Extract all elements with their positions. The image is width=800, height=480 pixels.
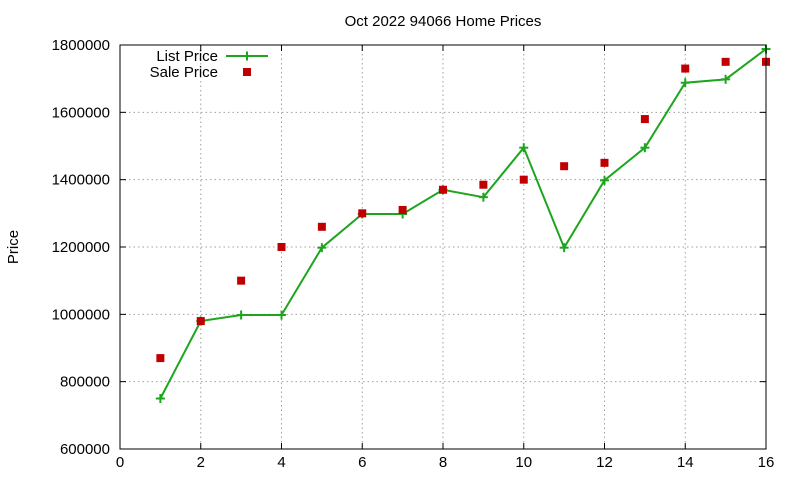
y-axis-label: Price: [5, 230, 22, 264]
axis-ticks: [119, 44, 767, 450]
series-list-price: [155, 44, 771, 403]
y-tick-label: 1200000: [52, 239, 110, 256]
series-sale-price: [156, 57, 770, 363]
grid: [120, 45, 766, 449]
sale-price-point: [560, 162, 569, 171]
legend-item-sale-price: Sale Price: [150, 64, 251, 81]
list-price-point: [277, 310, 286, 320]
y-tick-label: 1600000: [52, 104, 110, 121]
sale-price-point: [237, 276, 246, 285]
sale-price-point: [721, 57, 730, 66]
sale-price-point: [600, 158, 609, 167]
list-price-point: [640, 143, 650, 153]
sale-price-point: [479, 180, 488, 189]
sale-price-point: [317, 222, 326, 231]
x-tick-label: 16: [758, 454, 775, 471]
list-price-point: [721, 74, 731, 84]
list-price-point: [236, 310, 246, 320]
list-price-point: [155, 394, 165, 403]
list-price-point: [680, 78, 690, 88]
list-price-point: [317, 243, 327, 253]
sale-price-point: [277, 243, 286, 251]
x-tick-label: 10: [515, 454, 532, 471]
x-tick-label: 12: [596, 454, 613, 471]
x-tick-label: 0: [116, 454, 124, 471]
sale-price-point: [196, 317, 205, 326]
sale-price-point: [398, 205, 407, 214]
x-tick-label: 6: [358, 454, 366, 471]
legend-marker-swatch: [242, 51, 252, 61]
legend-item-list-price: List Price: [156, 48, 268, 65]
list-price-point: [600, 175, 609, 185]
legend-label: List Price: [156, 48, 218, 65]
x-tick-label: 8: [439, 454, 447, 471]
y-tick-label: 1800000: [52, 37, 110, 54]
sale-price-point: [439, 185, 447, 194]
series-layer: [155, 44, 771, 403]
legend-marker-swatch: [243, 68, 251, 76]
sale-price-point: [681, 64, 690, 73]
y-tick-label: 800000: [60, 374, 110, 391]
sale-price-point: [358, 209, 367, 218]
x-tick-label: 14: [677, 454, 694, 471]
legend-label: Sale Price: [150, 64, 218, 81]
sale-price-point: [640, 115, 649, 124]
x-tick-label: 2: [197, 454, 205, 471]
sale-price-point: [156, 354, 165, 363]
y-tick-label: 1400000: [52, 172, 110, 189]
tick-labels: 0 2 4 6 8 10 12 14 16 600000 800000 1000000 1200000 1…: [52, 37, 775, 471]
y-tick-label: 1000000: [52, 306, 110, 323]
list-price-line: [159, 48, 767, 399]
list-price-point: [519, 143, 529, 153]
chart-title: Oct 2022 94066 Home Prices: [345, 13, 542, 30]
sale-price-point: [519, 175, 528, 184]
list-price-point: [478, 192, 488, 202]
y-tick-label: 600000: [60, 441, 110, 458]
x-tick-label: 4: [277, 454, 285, 471]
list-price-point: [559, 243, 569, 253]
